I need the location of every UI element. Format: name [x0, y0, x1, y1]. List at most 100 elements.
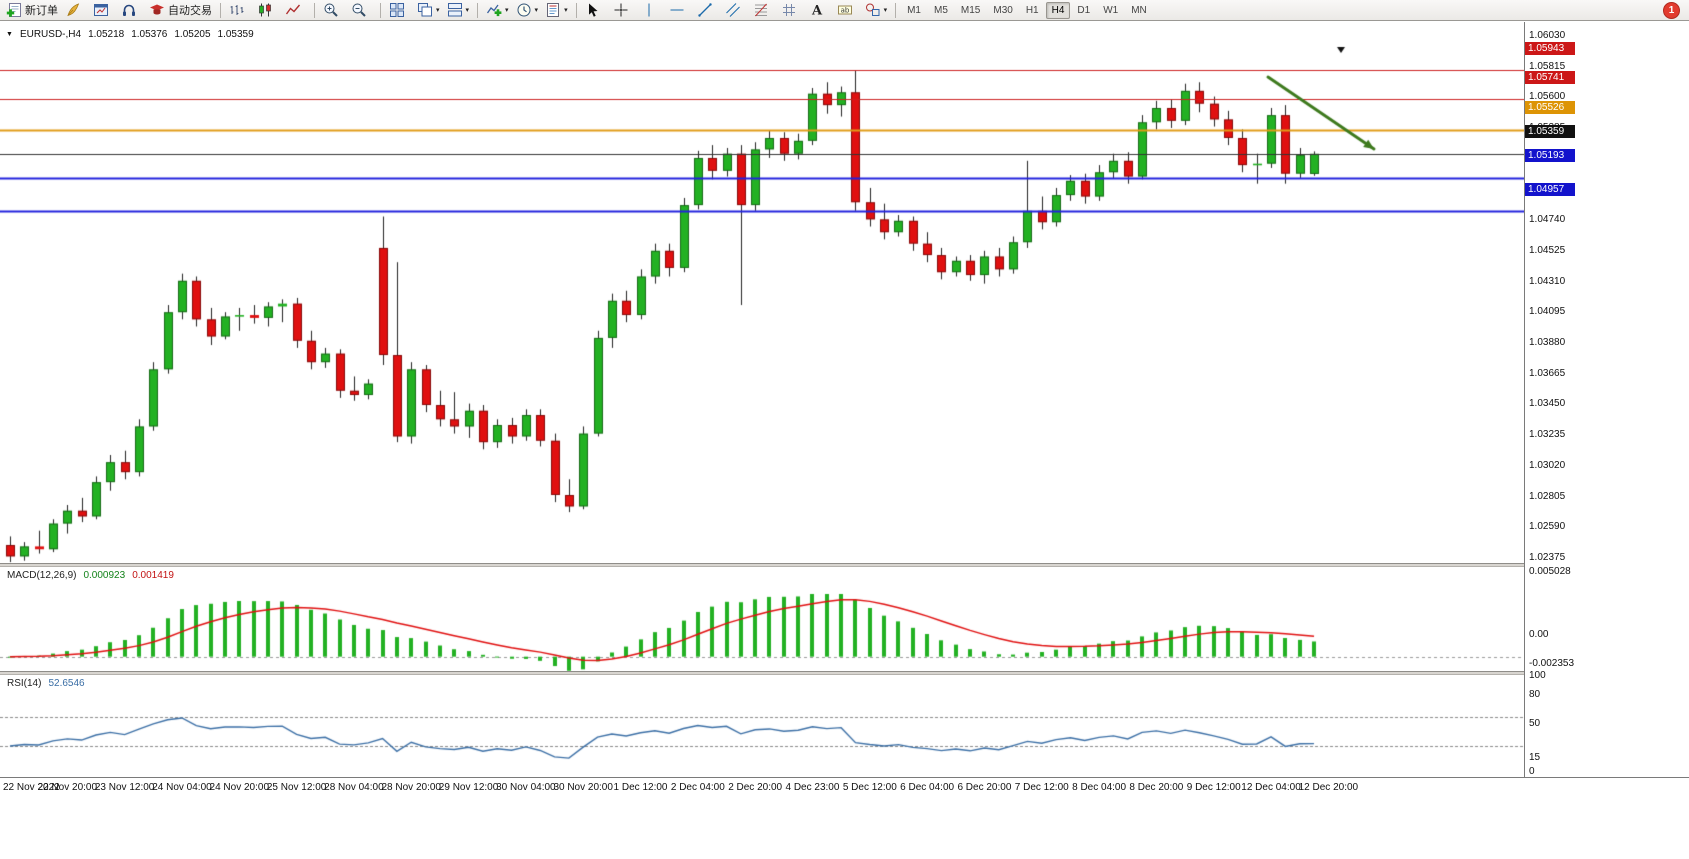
headset-icon — [121, 2, 137, 18]
rsi-tick: 80 — [1529, 689, 1541, 701]
add-indicator-button[interactable]: ▾ — [483, 0, 512, 21]
zoom-out-button[interactable] — [348, 0, 375, 21]
high-value: 1.05376 — [131, 29, 168, 40]
horizontal-line-tool[interactable] — [666, 0, 693, 21]
time-tick: 5 Dec 12:00 — [842, 782, 897, 793]
time-tick: 29 Nov 12:00 — [438, 782, 499, 793]
arrange-windows-button[interactable]: ▾ — [444, 0, 473, 21]
price-tick: 1.03880 — [1529, 337, 1566, 349]
macd-label: MACD(12,26,9) 0.000923 0.001419 — [7, 570, 174, 581]
time-tick: 4 Dec 23:00 — [785, 782, 840, 793]
time-tick: 2 Dec 20:00 — [728, 782, 783, 793]
rsi-tick: 15 — [1529, 751, 1541, 763]
grid-icon — [781, 2, 797, 18]
line-chart-button[interactable] — [282, 0, 309, 21]
price-level-badge: 1.05193 — [1525, 149, 1575, 163]
channel-tool[interactable] — [722, 0, 749, 21]
vertical-line-tool[interactable] — [638, 0, 665, 21]
tile-windows-button[interactable] — [386, 0, 413, 21]
time-tick: 7 Dec 12:00 — [1014, 782, 1069, 793]
dropdown-arrow-icon[interactable]: ▾ — [436, 6, 440, 14]
headset-button[interactable] — [118, 0, 145, 21]
time-tick: 30 Nov 04:00 — [496, 782, 556, 793]
price-chart-canvas[interactable] — [0, 44, 1524, 585]
price-tick: 1.06030 — [1529, 30, 1566, 41]
window-menu-icon[interactable]: ▼ — [6, 31, 13, 38]
time-tick: 6 Dec 04:00 — [900, 782, 955, 793]
new-order-button[interactable]: 新订单 — [3, 0, 61, 21]
macd-tick: 0.005028 — [1529, 566, 1571, 577]
symbol-info: ▼ EURUSD-,H4 1.05218 1.05376 1.05205 1.0… — [6, 29, 254, 40]
period-button[interactable]: ▾ — [513, 0, 542, 21]
price-tick: 1.04310 — [1529, 275, 1566, 287]
timeframe-m30[interactable]: M30 — [993, 4, 1013, 16]
price-tick: 1.02590 — [1529, 521, 1566, 533]
arrange-icon — [447, 2, 463, 18]
price-tick: 1.03665 — [1529, 367, 1566, 379]
dropdown-arrow-icon[interactable]: ▾ — [883, 6, 888, 14]
timeframe-h1[interactable]: H1 — [1025, 4, 1039, 16]
label-tool[interactable]: ab — [834, 0, 861, 21]
rsi-label: RSI(14) 52.6546 — [7, 678, 85, 689]
low-value: 1.05205 — [174, 29, 211, 40]
price-level-badge: 1.05359 — [1525, 125, 1575, 139]
svg-text:A: A — [811, 4, 823, 19]
cascade-icon — [417, 2, 433, 18]
price-tick: 1.04095 — [1529, 306, 1566, 318]
rsi-value: 52.6546 — [48, 678, 85, 689]
time-tick: 22 Nov 20:00 — [37, 782, 98, 793]
shapes-tool[interactable]: ▾ — [862, 0, 891, 21]
timeframe-w1[interactable]: W1 — [1103, 4, 1119, 16]
price-level-badge: 1.04957 — [1525, 182, 1575, 196]
time-tick: 25 Nov 12:00 — [266, 782, 327, 793]
timeframe-h4[interactable]: H4 — [1045, 1, 1071, 19]
time-tick: 22 Nov 2022 — [3, 782, 60, 793]
time-tick: 6 Dec 20:00 — [957, 782, 1012, 793]
grid-tool[interactable] — [778, 0, 805, 21]
price-axis[interactable]: 1.060301.058151.056001.053851.051701.049… — [1524, 22, 1689, 797]
timeframe-d1[interactable]: D1 — [1077, 4, 1091, 16]
timeframe-m5[interactable]: M5 — [934, 4, 948, 16]
price-tick: 1.05600 — [1529, 91, 1566, 103]
cursor-tool[interactable] — [582, 0, 609, 21]
timeframe-mn[interactable]: MN — [1131, 4, 1147, 16]
cursor-icon — [585, 2, 601, 18]
dropdown-arrow-icon[interactable]: ▾ — [465, 6, 470, 14]
zoom-out-icon — [351, 2, 367, 18]
auto-trading-button[interactable]: 自动交易 — [146, 0, 215, 21]
price-level-badge: 1.05526 — [1525, 101, 1575, 115]
macd-pane-separator[interactable] — [0, 563, 1689, 567]
cascade-windows-button[interactable]: ▾ — [414, 0, 443, 21]
zoom-in-button[interactable] — [320, 0, 347, 21]
rsi-name: RSI(14) — [7, 678, 42, 689]
candles-chart-button[interactable] — [254, 0, 281, 21]
timeframe-m1[interactable]: M1 — [907, 4, 921, 16]
chart-window-button[interactable] — [90, 0, 117, 21]
dropdown-arrow-icon[interactable]: ▾ — [534, 6, 539, 14]
toolbar-separator — [380, 2, 381, 18]
text-tool[interactable]: A — [806, 0, 833, 21]
rsi-pane-separator[interactable] — [0, 671, 1689, 675]
dropdown-arrow-icon[interactable]: ▾ — [505, 6, 509, 14]
bars-chart-button[interactable] — [226, 0, 253, 21]
dropdown-arrow-icon[interactable]: ▾ — [564, 6, 568, 14]
time-tick: 28 Nov 04:00 — [324, 782, 384, 793]
price-tick: 1.04525 — [1529, 244, 1566, 256]
quill-button[interactable] — [62, 0, 89, 21]
rsi-tick: 100 — [1529, 670, 1546, 681]
fibonacci-tool[interactable] — [750, 0, 777, 21]
template-button[interactable]: ▾ — [542, 0, 571, 21]
macd-tick: 0.00 — [1529, 628, 1549, 640]
macd-canvas[interactable] — [0, 589, 1524, 693]
macd-main-value: 0.000923 — [83, 570, 126, 581]
time-axis[interactable]: 22 Nov 2022 22 Nov 20:00 23 Nov 12:00 24 No… — [0, 777, 1689, 797]
crosshair-tool[interactable] — [610, 0, 637, 21]
notification-badge[interactable]: 1 — [1663, 1, 1680, 19]
time-tick: 12 Dec 20:00 — [1298, 782, 1359, 793]
auto-trading-icon — [149, 2, 165, 18]
trendline-tool[interactable] — [694, 0, 721, 21]
timeframe-m15[interactable]: M15 — [960, 4, 981, 16]
chart-window[interactable] — [0, 22, 1689, 799]
price-level-badge: 1.05943 — [1525, 41, 1575, 55]
